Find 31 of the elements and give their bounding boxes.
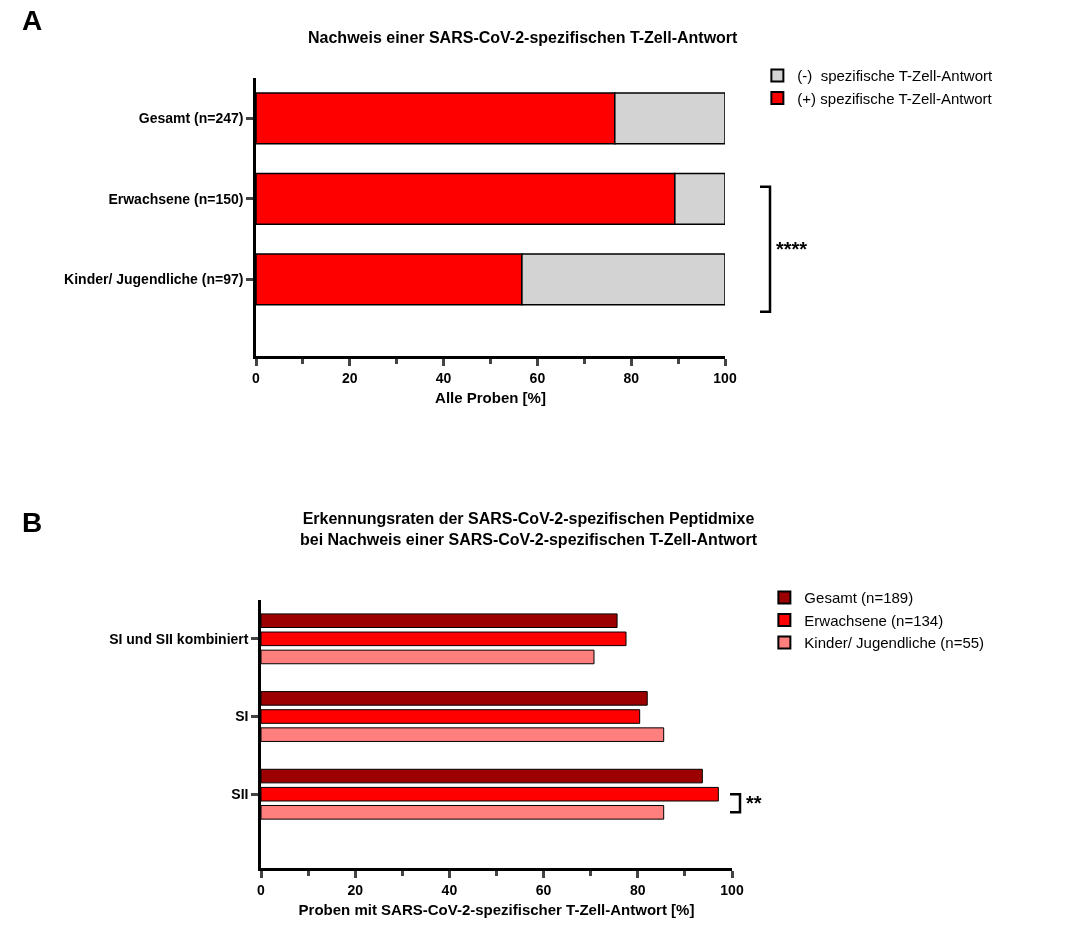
legend-label: (+) spezifische T-Zell-Antwort [797, 89, 993, 107]
legend-label: Gesamt (n=189) [804, 589, 914, 607]
y-tick-label: Kinder/ Jugendliche (n=97) [64, 271, 244, 288]
x-tick-label: 20 [342, 369, 358, 386]
x-axis-title: Alle Proben [%] [435, 388, 546, 406]
legend-label: (-) spezifische T-Zell-Antwort [797, 67, 993, 85]
x-tick-label: 100 [713, 369, 737, 386]
y-tick-label: SI und SII kombiniert [109, 630, 249, 647]
x-tick-label: 60 [535, 881, 552, 898]
x-tick-label: 80 [623, 369, 640, 386]
x-axis-title: Proben mit SARS-CoV-2-spezifischer T-Zell-Antwort [%] [298, 900, 695, 918]
x-tick-label: 100 [720, 881, 744, 898]
chart-title: Erkennungsraten der SARS-CoV-2-spezifischen Peptidmixe bei Nachweis einer SARS-CoV-2-spezifischen T-Zell-Antwort [300, 510, 758, 548]
y-tick-label: SI [235, 708, 249, 725]
x-tick-label: 0 [257, 881, 266, 898]
chart-title: Nachweis einer SARS-CoV-2-spezifischen T-Zell-Antwort [308, 29, 739, 46]
text: A [22, 5, 43, 36]
text: ** [746, 792, 762, 814]
legend-label: Kinder/ Jugendliche (n=55) [804, 634, 985, 652]
x-tick-label: 40 [435, 369, 452, 386]
x-tick-label: 80 [630, 881, 646, 898]
text: B [22, 507, 43, 538]
x-tick-label: 60 [529, 369, 546, 386]
x-tick-label: 20 [347, 881, 364, 898]
y-tick-label: SII [231, 786, 249, 803]
y-tick-label: Erwachsene (n=150) [108, 190, 244, 207]
x-tick-label: 40 [441, 881, 458, 898]
legend-label: Erwachsene (n=134) [804, 611, 944, 629]
x-tick-label: 0 [252, 369, 261, 386]
y-tick-label: Gesamt (n=247) [138, 110, 244, 127]
text: **** [776, 238, 808, 260]
